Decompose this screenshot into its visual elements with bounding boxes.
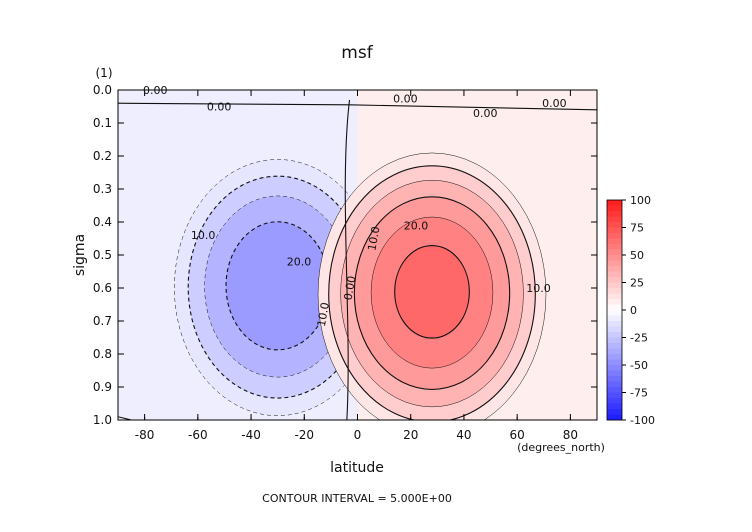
colorbar-segment	[607, 381, 622, 388]
colorbar-segment	[607, 205, 622, 212]
colorbar-segment	[607, 238, 622, 245]
colorbar-segment	[607, 348, 622, 355]
colorbar-segment	[607, 255, 622, 261]
colorbar-tick-label: 100	[630, 194, 651, 207]
contour-label: 0.00	[393, 92, 418, 105]
contour-label: 0.00	[341, 275, 358, 301]
contour-label: 10.0	[191, 229, 216, 242]
colorbar-segment	[607, 409, 622, 415]
y-tick-label: 0.7	[93, 314, 112, 328]
zero-contour-bottom-left	[118, 416, 132, 420]
colorbar-segment	[607, 266, 622, 272]
y-tick-label: 1.0	[93, 413, 112, 427]
x-tick-label: 40	[456, 428, 471, 442]
contour-label: 0.00	[542, 97, 567, 110]
y-tick-label: 0.0	[93, 83, 112, 97]
x-axis-label: latitude	[330, 460, 384, 476]
contour-lines	[118, 99, 597, 420]
colorbar-tick-label: -75	[630, 387, 648, 400]
colorbar-segment	[607, 260, 622, 267]
colorbar-segment	[607, 277, 622, 283]
y-tick-label: 0.9	[93, 380, 112, 394]
colorbar-segment	[607, 359, 622, 366]
x-tick-label: -80	[135, 428, 155, 442]
colorbar-tick-label: -25	[630, 332, 648, 345]
colorbar-segment	[607, 233, 622, 239]
colorbar-segment	[607, 332, 622, 338]
colorbar-segment	[607, 227, 622, 234]
colorbar-segment	[607, 387, 622, 393]
contour-label: 20.0	[404, 219, 429, 232]
contour-label: 0.00	[473, 107, 498, 120]
colorbar-segment	[607, 343, 622, 349]
y-axis-label: sigma	[72, 234, 88, 276]
colorbar-segment	[607, 216, 622, 223]
contour-label: 10.0	[365, 225, 382, 251]
colorbar-segment	[607, 398, 622, 404]
x-tick-label: -40	[241, 428, 261, 442]
colorbar-segment	[607, 365, 622, 371]
colorbar-segment	[607, 299, 622, 305]
x-tick-label: 60	[510, 428, 525, 442]
chart-title: msf	[341, 43, 373, 63]
colorbar-segment	[607, 288, 622, 294]
colorbar-segment	[607, 392, 622, 399]
colorbar-segment	[607, 282, 622, 289]
colorbar-tick-label: 25	[630, 277, 644, 290]
colorbar-segment	[607, 249, 622, 256]
y-tick-label: 0.6	[93, 281, 112, 295]
colorbar-segment	[607, 376, 622, 382]
colorbar-segment	[607, 222, 622, 228]
colorbar-tick-label: -100	[630, 414, 655, 427]
contour-label: 0.00	[207, 101, 232, 114]
y-tick-label: 0.1	[93, 116, 112, 130]
colorbar-segment	[607, 271, 622, 278]
y-extra-label: (1)	[96, 66, 113, 80]
contour-label: 0.00	[143, 84, 168, 97]
y-tick-label: 0.3	[93, 182, 112, 196]
y-tick-label: 0.4	[93, 215, 112, 229]
colorbar-segment	[607, 370, 622, 377]
southern-hemisphere-cell-contour	[225, 221, 330, 351]
zero-contour-top	[118, 102, 597, 111]
x-tick-label: -60	[188, 428, 208, 442]
colorbar-segment	[607, 200, 622, 206]
colorbar: 100 75 50 25 0 -25 -50 -75 -100	[606, 194, 655, 427]
colorbar-tick-label: -50	[630, 359, 648, 372]
y-tick-label: 0.8	[93, 347, 112, 361]
x-tick-label: 20	[403, 428, 418, 442]
x-units-label: (degrees_north)	[517, 441, 605, 454]
colorbar-segment	[607, 326, 622, 333]
colorbar-segment	[607, 304, 622, 311]
contour-labels: 0.00 0.00 0.00 0.00 0.00 0.00 10.0 20.0 10.0 10.0…	[143, 84, 567, 328]
colorbar-segment	[607, 337, 622, 344]
colorbar-segment	[607, 293, 622, 300]
colorbar-segment	[607, 354, 622, 360]
x-tick-label: 80	[563, 428, 578, 442]
contour-interval-footer: CONTOUR INTERVAL = 5.000E+00	[262, 492, 452, 505]
zero-contour-equator	[344, 99, 351, 420]
colorbar-segment	[607, 244, 622, 250]
colorbar-segment	[607, 403, 622, 410]
colorbar-segment	[607, 321, 622, 327]
colorbar-segment	[607, 310, 622, 316]
colorbar-tick-label: 0	[630, 304, 637, 317]
colorbar-tick-label: 75	[630, 222, 644, 235]
colorbar-tick-label: 50	[630, 249, 644, 262]
contour-label: 10.0	[315, 301, 332, 327]
colorbar-segment	[607, 211, 622, 217]
axis-ticks: -80 -60 -40 -20 0 20 40 60 80 0.0 0.1 0.2 0.3 0.4 0.5 0…	[93, 83, 597, 442]
colorbar-segment	[607, 414, 622, 421]
northern-hemisphere-cell-contour	[394, 244, 470, 339]
contour-label: 10.0	[526, 282, 551, 295]
x-tick-label: 0	[354, 428, 362, 442]
contour-label: 20.0	[287, 256, 312, 269]
x-tick-label: -20	[294, 428, 314, 442]
y-tick-label: 0.5	[93, 248, 112, 262]
y-tick-label: 0.2	[93, 149, 112, 163]
colorbar-segment	[607, 315, 622, 322]
